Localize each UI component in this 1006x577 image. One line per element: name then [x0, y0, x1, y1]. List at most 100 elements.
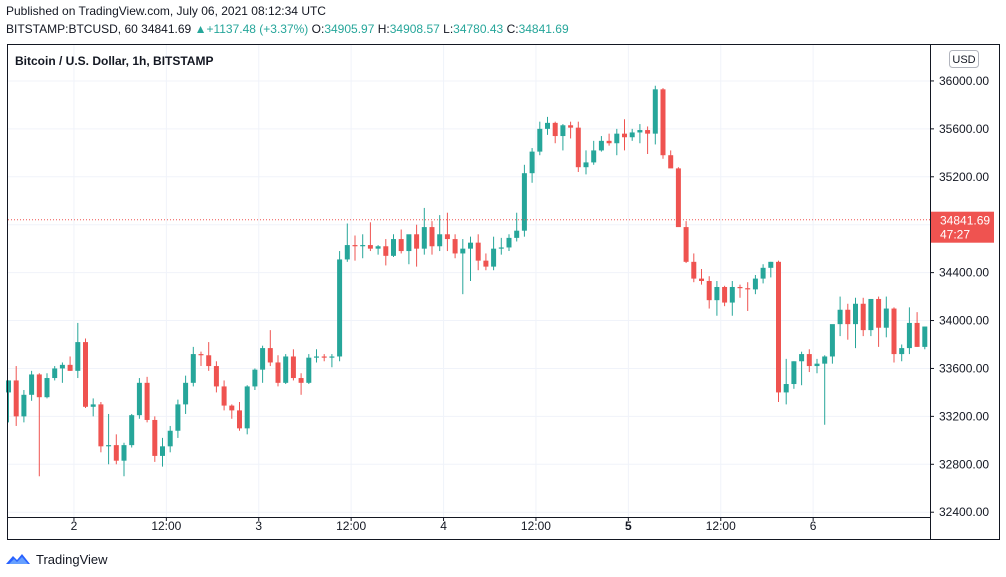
chart-grid: [8, 45, 930, 517]
candle-body: [75, 342, 81, 371]
candle-body: [568, 125, 574, 128]
chart-frame: [7, 44, 1000, 540]
candle-body: [167, 430, 173, 447]
candle-body: [352, 245, 358, 247]
candle-body: [860, 303, 866, 331]
candle-body: [283, 356, 289, 383]
candle-body: [529, 151, 535, 174]
candle-body: [414, 234, 420, 249]
published-note: Published on TradingView.com, July 06, 2…: [6, 4, 326, 18]
tradingview-footer[interactable]: TradingView: [6, 549, 108, 569]
candle-body: [552, 122, 558, 137]
candle-body: [67, 364, 73, 371]
bar-countdown: 47:27: [940, 228, 970, 242]
candle-body: [475, 242, 481, 261]
candle-body: [437, 234, 443, 247]
candle-body: [175, 404, 181, 431]
candle-body: [752, 278, 758, 290]
time-tick-label: 12:00: [706, 519, 736, 533]
candle-body: [745, 288, 751, 290]
candle-body: [868, 298, 874, 331]
candle-body: [468, 242, 473, 249]
candle-body: [237, 410, 242, 429]
candle-body: [429, 227, 435, 247]
time-tick-label: 2: [71, 519, 78, 533]
candle-body: [699, 278, 704, 281]
candle-body: [614, 133, 620, 144]
candle-body: [121, 445, 127, 461]
candle-body: [190, 354, 196, 383]
price-tick-label: 34000.00: [939, 314, 989, 328]
low-label: L:: [443, 22, 454, 36]
candle-body: [598, 140, 604, 151]
candle-body: [876, 298, 882, 328]
candle-body: [213, 366, 219, 387]
candle-body: [714, 286, 720, 301]
candle-body: [44, 378, 50, 398]
time-tick-label: 3: [255, 519, 262, 533]
high-value: 34908.57: [389, 22, 440, 36]
candle-body: [883, 308, 889, 328]
last-price-tag: [931, 211, 994, 243]
price-tick-label: 35600.00: [939, 122, 989, 136]
candle-body: [645, 130, 651, 134]
candle-body: [337, 259, 343, 357]
candle-body: [899, 348, 905, 355]
candle-body: [98, 404, 104, 447]
candle-body: [6, 380, 11, 393]
candle-body: [460, 248, 466, 254]
candle-body: [629, 132, 635, 138]
candle-body: [344, 245, 350, 260]
tradingview-brand: TradingView: [36, 551, 108, 567]
candle-body: [737, 286, 743, 289]
price-tick-label: 33200.00: [939, 409, 989, 423]
last-price-value: 34841.69: [141, 22, 192, 36]
open-label: O:: [311, 22, 325, 36]
price-tick-label: 35200.00: [939, 170, 989, 184]
currency-badge[interactable]: [949, 50, 979, 68]
candle-body: [229, 405, 235, 411]
candle-body: [776, 261, 781, 393]
candle-body: [375, 246, 381, 249]
candle-body: [806, 354, 812, 367]
price-tick-label: 32400.00: [939, 505, 989, 519]
price-tick-label: 33600.00: [939, 361, 989, 375]
candle-body: [383, 246, 389, 256]
time-tick-label: 12:00: [521, 519, 551, 533]
candle-body: [129, 415, 135, 446]
candle-body: [160, 446, 165, 456]
candle-body: [329, 356, 335, 358]
candle-body: [36, 374, 42, 398]
candle-body: [183, 382, 189, 405]
candle-body: [106, 445, 112, 447]
price-tick-label: 32800.00: [939, 457, 989, 471]
change-value: +1137.48 (+3.37%): [206, 22, 309, 36]
chart-title: Bitcoin / U.S. Dollar, 1h, BITSTAMP: [15, 54, 213, 68]
candle-body: [144, 382, 150, 420]
candle-body: [314, 356, 319, 358]
candle-body: [591, 150, 597, 163]
candle-body: [783, 384, 789, 393]
candle-body: [113, 445, 119, 461]
candle-body: [691, 261, 697, 279]
candle-body: [290, 356, 296, 379]
candle-body: [52, 368, 58, 379]
candle-body: [906, 322, 912, 349]
candle-body: [260, 348, 266, 370]
candle-body: [829, 324, 835, 357]
candle-body: [491, 248, 497, 267]
candle-body: [729, 286, 735, 303]
price-axis: 36000.0035600.0035200.0034800.0034400.00…: [930, 74, 989, 519]
candle-body: [560, 125, 566, 137]
candle-body: [675, 168, 681, 228]
high-label: H:: [377, 22, 390, 36]
candle-body: [914, 322, 920, 347]
candle-body: [514, 230, 520, 238]
candle-body: [321, 356, 327, 358]
candle-body: [537, 128, 543, 152]
candle-body: [452, 239, 458, 254]
candle-body: [760, 267, 766, 279]
price-tick-label: 36000.00: [939, 74, 989, 88]
candle-body: [13, 380, 19, 417]
